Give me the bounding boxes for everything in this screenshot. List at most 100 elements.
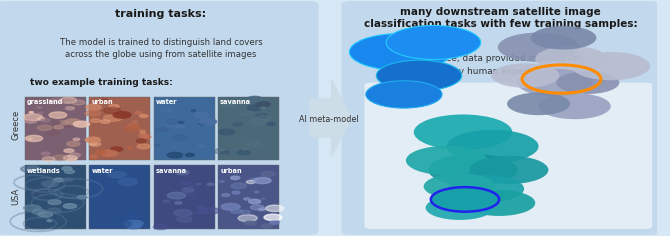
Circle shape xyxy=(231,183,247,189)
Circle shape xyxy=(239,113,245,115)
Circle shape xyxy=(448,175,524,202)
Circle shape xyxy=(172,135,187,140)
Circle shape xyxy=(175,125,184,128)
Circle shape xyxy=(517,69,593,96)
Circle shape xyxy=(270,221,279,224)
Circle shape xyxy=(90,195,100,198)
Circle shape xyxy=(165,120,182,127)
Circle shape xyxy=(42,152,50,155)
Circle shape xyxy=(42,157,55,161)
Circle shape xyxy=(86,104,101,110)
Circle shape xyxy=(256,115,271,121)
Circle shape xyxy=(556,71,619,94)
Text: urban: urban xyxy=(220,168,242,173)
Circle shape xyxy=(176,170,189,175)
FancyBboxPatch shape xyxy=(153,165,215,229)
Circle shape xyxy=(27,166,39,170)
Circle shape xyxy=(40,169,52,173)
Circle shape xyxy=(251,205,264,210)
Circle shape xyxy=(85,110,100,116)
Circle shape xyxy=(133,121,137,122)
Circle shape xyxy=(221,203,240,210)
Circle shape xyxy=(32,209,46,214)
Circle shape xyxy=(108,171,126,178)
Circle shape xyxy=(53,206,59,209)
Circle shape xyxy=(245,221,257,226)
Circle shape xyxy=(161,108,174,112)
Circle shape xyxy=(37,107,42,108)
Circle shape xyxy=(92,223,100,226)
Circle shape xyxy=(197,206,205,209)
Circle shape xyxy=(200,119,216,125)
Circle shape xyxy=(163,200,170,202)
Circle shape xyxy=(64,149,74,152)
FancyBboxPatch shape xyxy=(25,97,86,160)
Circle shape xyxy=(366,81,442,108)
Circle shape xyxy=(69,153,80,157)
Circle shape xyxy=(349,34,452,70)
Circle shape xyxy=(89,143,96,145)
Circle shape xyxy=(141,133,146,135)
Text: AI meta-model: AI meta-model xyxy=(299,115,358,124)
Circle shape xyxy=(126,126,140,131)
Circle shape xyxy=(90,157,97,160)
FancyBboxPatch shape xyxy=(0,1,318,235)
Circle shape xyxy=(219,129,234,135)
Circle shape xyxy=(139,134,149,138)
Circle shape xyxy=(261,224,271,228)
Circle shape xyxy=(73,121,90,127)
Circle shape xyxy=(254,177,271,184)
Circle shape xyxy=(470,156,549,184)
Circle shape xyxy=(90,155,97,157)
Circle shape xyxy=(139,130,145,132)
FancyBboxPatch shape xyxy=(364,83,652,229)
Circle shape xyxy=(63,204,76,208)
Circle shape xyxy=(153,224,169,230)
Circle shape xyxy=(191,110,196,111)
Circle shape xyxy=(220,149,224,151)
Circle shape xyxy=(267,122,275,126)
Circle shape xyxy=(237,150,250,155)
Circle shape xyxy=(100,120,110,123)
Circle shape xyxy=(186,153,194,156)
Circle shape xyxy=(89,142,100,146)
Circle shape xyxy=(247,105,263,111)
Circle shape xyxy=(244,198,250,200)
Circle shape xyxy=(113,112,131,118)
Circle shape xyxy=(241,210,251,214)
Circle shape xyxy=(25,119,37,123)
Circle shape xyxy=(59,121,70,125)
Circle shape xyxy=(103,115,122,122)
Circle shape xyxy=(54,178,64,182)
Circle shape xyxy=(125,220,143,227)
Circle shape xyxy=(64,156,77,160)
Circle shape xyxy=(174,210,192,216)
Circle shape xyxy=(60,97,76,103)
Circle shape xyxy=(23,114,42,121)
Circle shape xyxy=(66,107,74,110)
Circle shape xyxy=(220,151,229,154)
Circle shape xyxy=(535,46,608,72)
Circle shape xyxy=(233,123,243,126)
Circle shape xyxy=(261,198,265,199)
Circle shape xyxy=(222,194,230,196)
Circle shape xyxy=(264,214,282,221)
Circle shape xyxy=(64,170,74,173)
Circle shape xyxy=(166,119,180,124)
Text: training tasks:: training tasks: xyxy=(115,9,206,19)
Circle shape xyxy=(136,139,146,143)
Circle shape xyxy=(179,121,184,123)
Circle shape xyxy=(377,60,462,91)
Circle shape xyxy=(189,185,193,187)
Circle shape xyxy=(36,207,41,209)
Circle shape xyxy=(38,125,52,131)
Circle shape xyxy=(36,191,43,194)
Circle shape xyxy=(90,119,100,122)
FancyBboxPatch shape xyxy=(342,1,660,235)
Circle shape xyxy=(23,205,41,211)
Circle shape xyxy=(29,112,34,113)
Circle shape xyxy=(247,96,263,102)
Circle shape xyxy=(249,119,269,126)
Circle shape xyxy=(99,184,112,189)
Circle shape xyxy=(182,188,194,192)
